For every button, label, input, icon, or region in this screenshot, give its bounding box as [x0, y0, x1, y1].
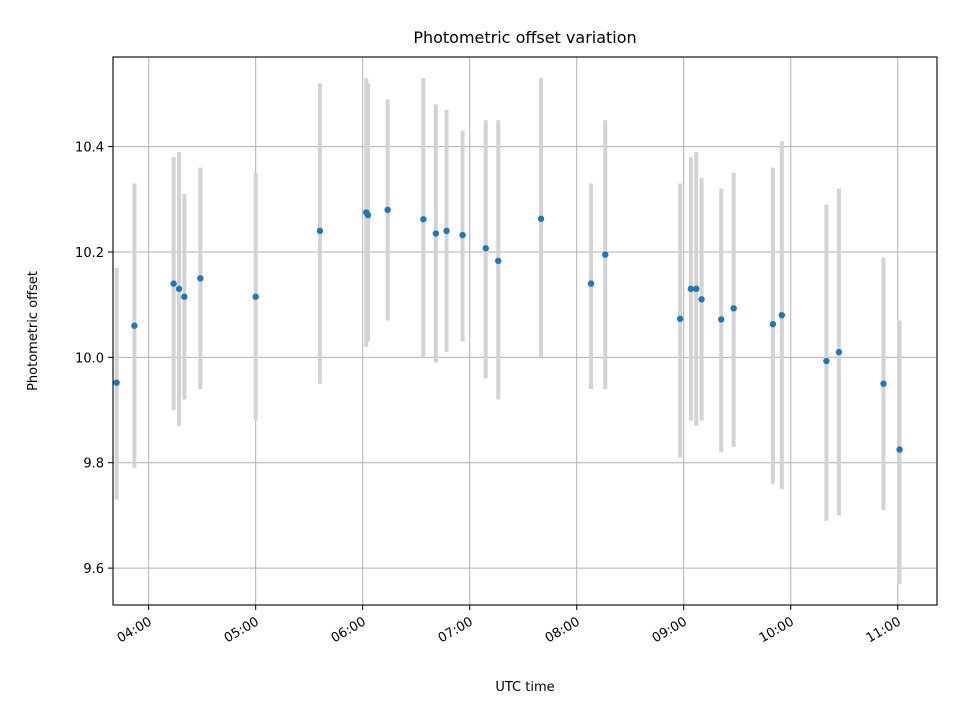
data-point [835, 348, 843, 356]
data-point [316, 227, 324, 235]
data-point [113, 379, 120, 386]
data-point [896, 446, 903, 453]
data-point [364, 211, 372, 219]
data-point [687, 285, 695, 293]
data-point [384, 206, 391, 214]
y-tick-label: 9.8 [83, 457, 104, 472]
y-tick-label: 10.0 [75, 351, 104, 366]
data-point [495, 257, 502, 265]
y-tick-label: 9.6 [83, 562, 104, 577]
data-point [482, 245, 489, 252]
data-point [602, 251, 609, 258]
data-point [443, 227, 450, 235]
chart-title: Photometric offset variation [413, 28, 636, 47]
data-point [769, 320, 777, 328]
y-tick-label: 10.2 [75, 246, 104, 261]
data-point [537, 215, 545, 222]
data-point [778, 311, 786, 319]
data-point [698, 296, 705, 303]
data-point [181, 293, 188, 300]
data-point [197, 275, 204, 282]
data-point [432, 230, 440, 237]
data-point [131, 322, 138, 329]
data-point [420, 216, 427, 223]
data-point [587, 280, 595, 287]
plot-area-frame [112, 56, 938, 606]
data-point [717, 316, 725, 323]
data-point [880, 380, 887, 387]
data-point [170, 280, 177, 287]
data-points [113, 206, 903, 453]
data-point [823, 357, 830, 365]
grid [113, 57, 937, 605]
data-point [693, 285, 700, 293]
y-axis-label: Photometric offset [26, 271, 41, 391]
data-point [252, 293, 259, 300]
data-point [459, 231, 466, 239]
data-point [676, 315, 684, 323]
x-axis-label: UTC time [495, 680, 554, 695]
data-point [175, 285, 183, 293]
y-tick-label: 10.4 [75, 141, 104, 156]
data-point [730, 305, 737, 312]
